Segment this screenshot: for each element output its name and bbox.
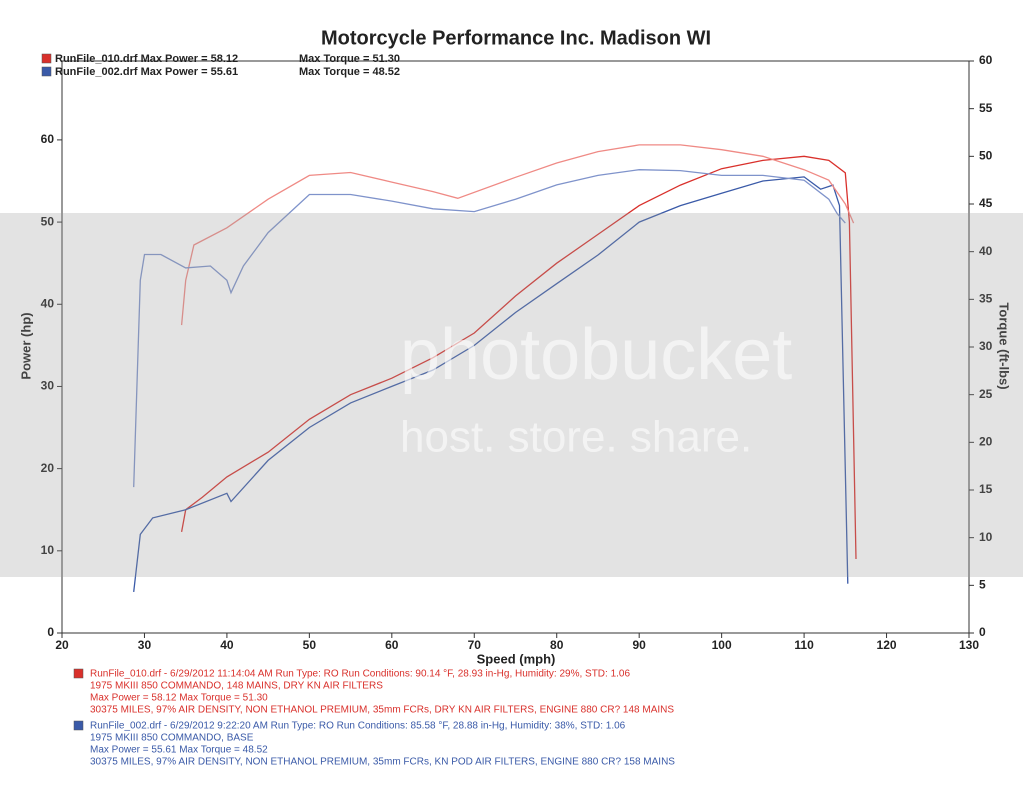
legend-label: RunFile_010.drf Max Power = 58.12 <box>55 53 238 65</box>
y2-tick-label: 55 <box>979 101 993 115</box>
x-tick-label: 130 <box>959 638 979 652</box>
note-line: Max Power = 55.61 Max Torque = 48.52 <box>90 745 268 756</box>
y-tick-label: 60 <box>41 132 55 146</box>
y-tick-label: 30 <box>41 379 55 393</box>
y2-axis-label: Torque (ft-lbs) <box>997 302 1012 389</box>
y2-tick-label: 0 <box>979 625 986 639</box>
x-tick-label: 110 <box>794 638 814 652</box>
y2-tick-label: 50 <box>979 149 993 163</box>
data-line <box>133 169 846 488</box>
watermark-text: host. store. share. <box>400 413 752 462</box>
data-line <box>180 144 855 326</box>
note-line: RunFile_002.drf - 6/29/2012 9:22:20 AM R… <box>90 721 626 732</box>
x-tick-label: 90 <box>633 638 647 652</box>
y-tick-label: 0 <box>47 625 54 639</box>
y2-tick-label: 20 <box>979 435 993 449</box>
x-tick-label: 60 <box>385 638 399 652</box>
y-tick-label: 40 <box>41 296 55 310</box>
y-tick-label: 50 <box>41 214 55 228</box>
note-line: 1975 MKIII 850 COMMANDO, BASE <box>90 733 254 744</box>
x-axis-label: Speed (mph) <box>477 651 556 666</box>
y2-tick-label: 30 <box>979 339 993 353</box>
y2-tick-label: 35 <box>979 292 993 306</box>
watermark-band <box>0 213 1023 577</box>
y2-tick-label: 25 <box>979 387 993 401</box>
legend-swatch <box>41 53 52 64</box>
x-tick-label: 80 <box>550 638 564 652</box>
y2-tick-label: 10 <box>979 530 993 544</box>
legend-label: RunFile_002.drf Max Power = 55.61 <box>55 66 238 78</box>
y-tick-label: 20 <box>41 461 55 475</box>
note-swatch <box>73 668 84 679</box>
note-line: 30375 MILES, 97% AIR DENSITY, NON ETHANO… <box>90 757 675 768</box>
legend-swatch <box>41 66 52 77</box>
x-tick-label: 40 <box>220 638 234 652</box>
y2-tick-label: 45 <box>979 196 993 210</box>
note-swatch <box>73 720 84 731</box>
note-line: 1975 MKIII 850 COMMANDO, 148 MAINS, DRY … <box>90 681 383 692</box>
x-tick-label: 120 <box>877 638 897 652</box>
y-axis-label: Power (hp) <box>18 312 33 379</box>
y2-tick-label: 60 <box>979 53 993 67</box>
note-line: Max Power = 58.12 Max Torque = 51.30 <box>90 693 268 704</box>
legend-torque: Max Torque = 48.52 <box>299 66 400 78</box>
note-line: RunFile_010.drf - 6/29/2012 11:14:04 AM … <box>90 669 630 680</box>
x-tick-label: 70 <box>468 638 482 652</box>
x-tick-label: 100 <box>712 638 732 652</box>
legend-torque: Max Torque = 51.30 <box>299 53 400 65</box>
y2-tick-label: 15 <box>979 482 993 496</box>
x-tick-label: 30 <box>138 638 152 652</box>
data-line <box>133 176 849 592</box>
chart-title: Motorcycle Performance Inc. Madison WI <box>321 27 711 49</box>
y2-tick-label: 40 <box>979 244 993 258</box>
y-tick-label: 10 <box>41 543 55 557</box>
y2-tick-label: 5 <box>979 578 986 592</box>
data-line <box>180 155 857 560</box>
watermark-text: photobucket <box>400 315 792 395</box>
x-tick-label: 50 <box>303 638 317 652</box>
note-line: 30375 MILES, 97% AIR DENSITY, NON ETHANO… <box>90 705 674 716</box>
x-tick-label: 20 <box>55 638 69 652</box>
